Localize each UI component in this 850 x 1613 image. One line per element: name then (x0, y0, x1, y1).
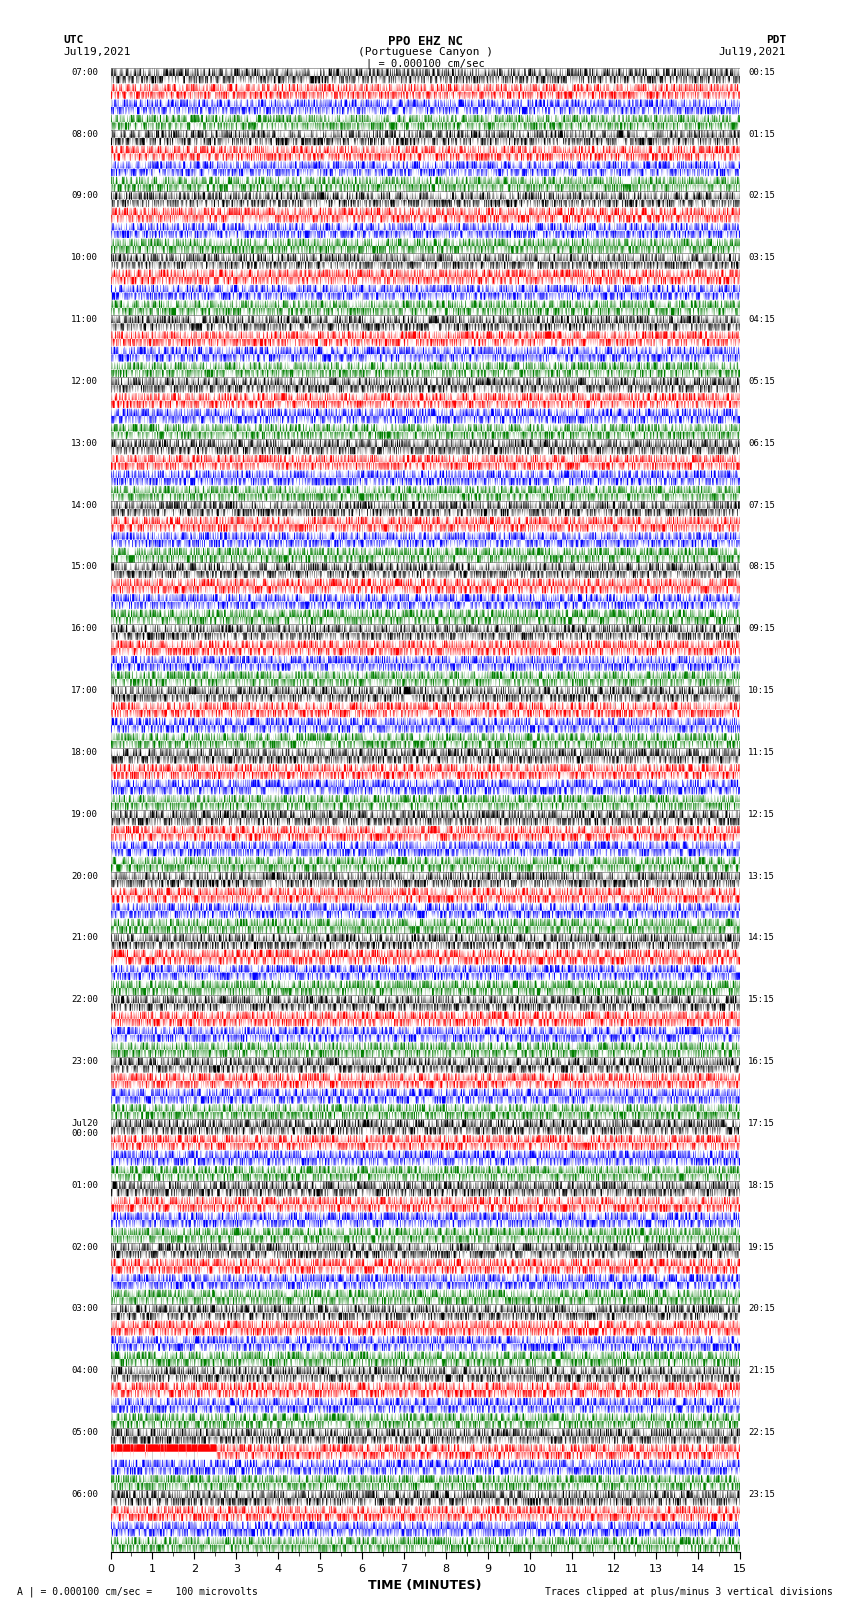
Text: 12:15: 12:15 (748, 810, 774, 819)
Text: 08:00: 08:00 (71, 129, 98, 139)
Text: 15:15: 15:15 (748, 995, 774, 1005)
Text: 19:00: 19:00 (71, 810, 98, 819)
Text: 20:15: 20:15 (748, 1305, 774, 1313)
Text: 22:15: 22:15 (748, 1428, 774, 1437)
Text: Jul19,2021: Jul19,2021 (719, 47, 786, 56)
Text: 05:15: 05:15 (748, 377, 774, 386)
Text: 01:15: 01:15 (748, 129, 774, 139)
Text: 14:00: 14:00 (71, 500, 98, 510)
Text: 21:15: 21:15 (748, 1366, 774, 1376)
Text: 20:00: 20:00 (71, 871, 98, 881)
Text: 12:00: 12:00 (71, 377, 98, 386)
Text: 08:15: 08:15 (748, 563, 774, 571)
Text: 11:15: 11:15 (748, 748, 774, 756)
Text: 00:15: 00:15 (748, 68, 774, 77)
Text: 05:00: 05:00 (71, 1428, 98, 1437)
Text: 06:00: 06:00 (71, 1490, 98, 1498)
Text: 15:00: 15:00 (71, 563, 98, 571)
Text: 02:00: 02:00 (71, 1242, 98, 1252)
Text: 06:15: 06:15 (748, 439, 774, 448)
Text: 16:00: 16:00 (71, 624, 98, 634)
Text: 13:15: 13:15 (748, 871, 774, 881)
Text: 02:15: 02:15 (748, 192, 774, 200)
X-axis label: TIME (MINUTES): TIME (MINUTES) (368, 1579, 482, 1592)
Text: 07:00: 07:00 (71, 68, 98, 77)
Text: 14:15: 14:15 (748, 934, 774, 942)
Text: Jul20
00:00: Jul20 00:00 (71, 1119, 98, 1139)
Text: 13:00: 13:00 (71, 439, 98, 448)
Text: 23:00: 23:00 (71, 1057, 98, 1066)
Text: PPO EHZ NC: PPO EHZ NC (388, 35, 462, 48)
Text: UTC: UTC (64, 35, 84, 45)
Text: 10:15: 10:15 (748, 686, 774, 695)
Text: 04:00: 04:00 (71, 1366, 98, 1376)
Text: 01:00: 01:00 (71, 1181, 98, 1190)
Text: 21:00: 21:00 (71, 934, 98, 942)
Text: 17:00: 17:00 (71, 686, 98, 695)
Text: 10:00: 10:00 (71, 253, 98, 263)
Text: Jul19,2021: Jul19,2021 (64, 47, 131, 56)
Text: 04:15: 04:15 (748, 315, 774, 324)
Text: 11:00: 11:00 (71, 315, 98, 324)
Text: 03:15: 03:15 (748, 253, 774, 263)
Text: 19:15: 19:15 (748, 1242, 774, 1252)
Text: 03:00: 03:00 (71, 1305, 98, 1313)
Text: 09:15: 09:15 (748, 624, 774, 634)
Text: 16:15: 16:15 (748, 1057, 774, 1066)
Text: | = 0.000100 cm/sec: | = 0.000100 cm/sec (366, 58, 484, 69)
Text: 18:15: 18:15 (748, 1181, 774, 1190)
Text: 18:00: 18:00 (71, 748, 98, 756)
Text: (Portuguese Canyon ): (Portuguese Canyon ) (358, 47, 492, 56)
Text: 07:15: 07:15 (748, 500, 774, 510)
Text: Traces clipped at plus/minus 3 vertical divisions: Traces clipped at plus/minus 3 vertical … (545, 1587, 833, 1597)
Text: 22:00: 22:00 (71, 995, 98, 1005)
Text: 09:00: 09:00 (71, 192, 98, 200)
Text: 17:15: 17:15 (748, 1119, 774, 1127)
Text: 23:15: 23:15 (748, 1490, 774, 1498)
Text: A | = 0.000100 cm/sec =    100 microvolts: A | = 0.000100 cm/sec = 100 microvolts (17, 1586, 258, 1597)
Text: PDT: PDT (766, 35, 786, 45)
